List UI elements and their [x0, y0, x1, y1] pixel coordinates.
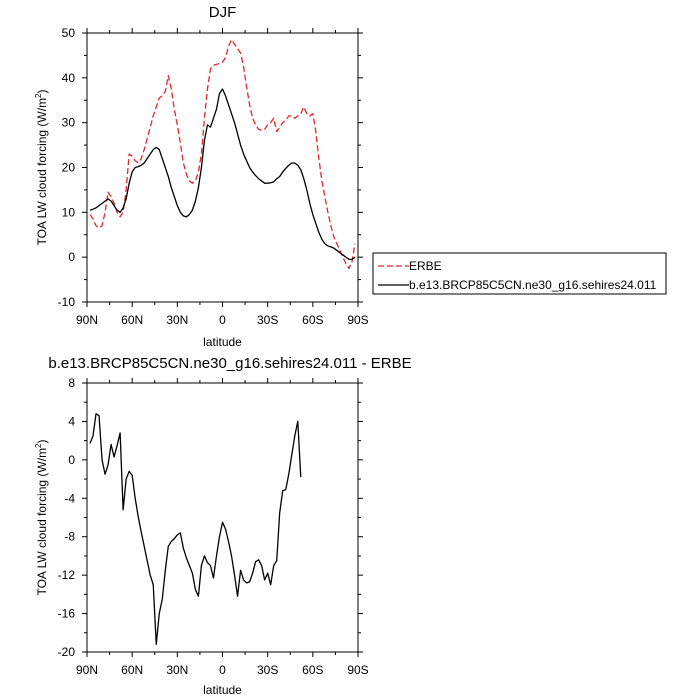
y-tick-label: -20 — [58, 645, 76, 659]
bottom-panel-y-axis-label: TOA LW cloud forcing (W/m2) — [34, 439, 49, 595]
top-panel-series — [89, 39, 356, 270]
bottom-panel-plot-frame — [86, 382, 359, 653]
x-tick-label: 90N — [76, 663, 98, 677]
y-tick-label: 8 — [68, 376, 75, 390]
x-tick-label: 30N — [166, 663, 188, 677]
top-panel-y-axis-label-main: TOA LW cloud forcing (W/m — [35, 98, 49, 246]
series-line-difference — [89, 413, 302, 645]
y-tick-label: -12 — [58, 568, 76, 582]
y-tick-label: 0 — [68, 250, 75, 264]
y-tick-label: 30 — [62, 116, 76, 130]
top-panel-y-axis-label: TOA LW cloud forcing (W/m2) — [34, 89, 49, 245]
bottom-panel-title: b.e13.BRCP85C5CN.ne30_g16.sehires24.011 … — [48, 355, 411, 372]
legend-entry-erbe: ERBE — [409, 259, 442, 273]
top-panel-title: DJF — [209, 4, 237, 21]
bottom-panel-chart: b.e13.BRCP85C5CN.ne30_g16.sehires24.011 … — [34, 355, 412, 697]
x-tick-label: 90N — [76, 313, 98, 327]
legend-box — [372, 252, 667, 295]
top-panel-y-axis-label-superscript: 2 — [34, 93, 43, 98]
x-tick-label: 90S — [347, 663, 368, 677]
series-line-model — [89, 88, 356, 261]
top-panel-y-axis-label-close: ) — [35, 89, 49, 93]
y-tick-label: -16 — [58, 607, 76, 621]
top-panel-x-axis-label: latitude — [203, 335, 242, 349]
x-tick-label: 30S — [257, 663, 278, 677]
y-tick-label: 20 — [62, 161, 76, 175]
y-tick-label: 4 — [68, 414, 75, 428]
series-line-erbe — [89, 39, 356, 270]
y-tick-label: 10 — [62, 205, 76, 219]
x-tick-label: 0 — [219, 663, 226, 677]
y-tick-label: 40 — [62, 71, 76, 85]
bottom-panel-ticks: 90N 60N 30N 0 30S 60S 90S -20 -16 -12 -8 -4 0 4 8 — [58, 376, 369, 677]
y-tick-label: -10 — [58, 295, 76, 309]
x-tick-label: 90S — [347, 313, 368, 327]
legend: ERBE b.e13.BRCP85C5CN.ne30_g16.sehires24… — [372, 252, 667, 295]
x-tick-label: 60N — [121, 663, 143, 677]
bottom-panel-series — [89, 413, 302, 645]
top-panel-plot-frame — [86, 32, 359, 303]
y-tick-label: -4 — [64, 491, 75, 505]
top-panel-ticks: 90N 60N 30N 0 30S 60S 90S -10 0 10 20 30 40 50 — [58, 26, 369, 327]
bottom-panel-y-axis-label-superscript: 2 — [34, 443, 43, 448]
x-tick-label: 60S — [302, 313, 323, 327]
x-tick-label: 30N — [166, 313, 188, 327]
bottom-panel-y-axis-label-main: TOA LW cloud forcing (W/m — [35, 448, 49, 596]
bottom-panel-x-axis-label: latitude — [203, 683, 242, 697]
x-tick-label: 60N — [121, 313, 143, 327]
top-panel-chart: DJF 90N 60N 30N 0 30S 60S 90S -10 0 10 20 30 40 50 la… — [34, 4, 667, 349]
x-tick-label: 60S — [302, 663, 323, 677]
x-tick-label: 0 — [219, 313, 226, 327]
legend-entry-model: b.e13.BRCP85C5CN.ne30_g16.sehires24.011 — [409, 278, 657, 292]
x-tick-label: 30S — [257, 313, 278, 327]
y-tick-label: 50 — [62, 26, 76, 40]
y-tick-label: -8 — [64, 530, 75, 544]
y-tick-label: 0 — [68, 453, 75, 467]
bottom-panel-y-axis-label-close: ) — [35, 439, 49, 443]
